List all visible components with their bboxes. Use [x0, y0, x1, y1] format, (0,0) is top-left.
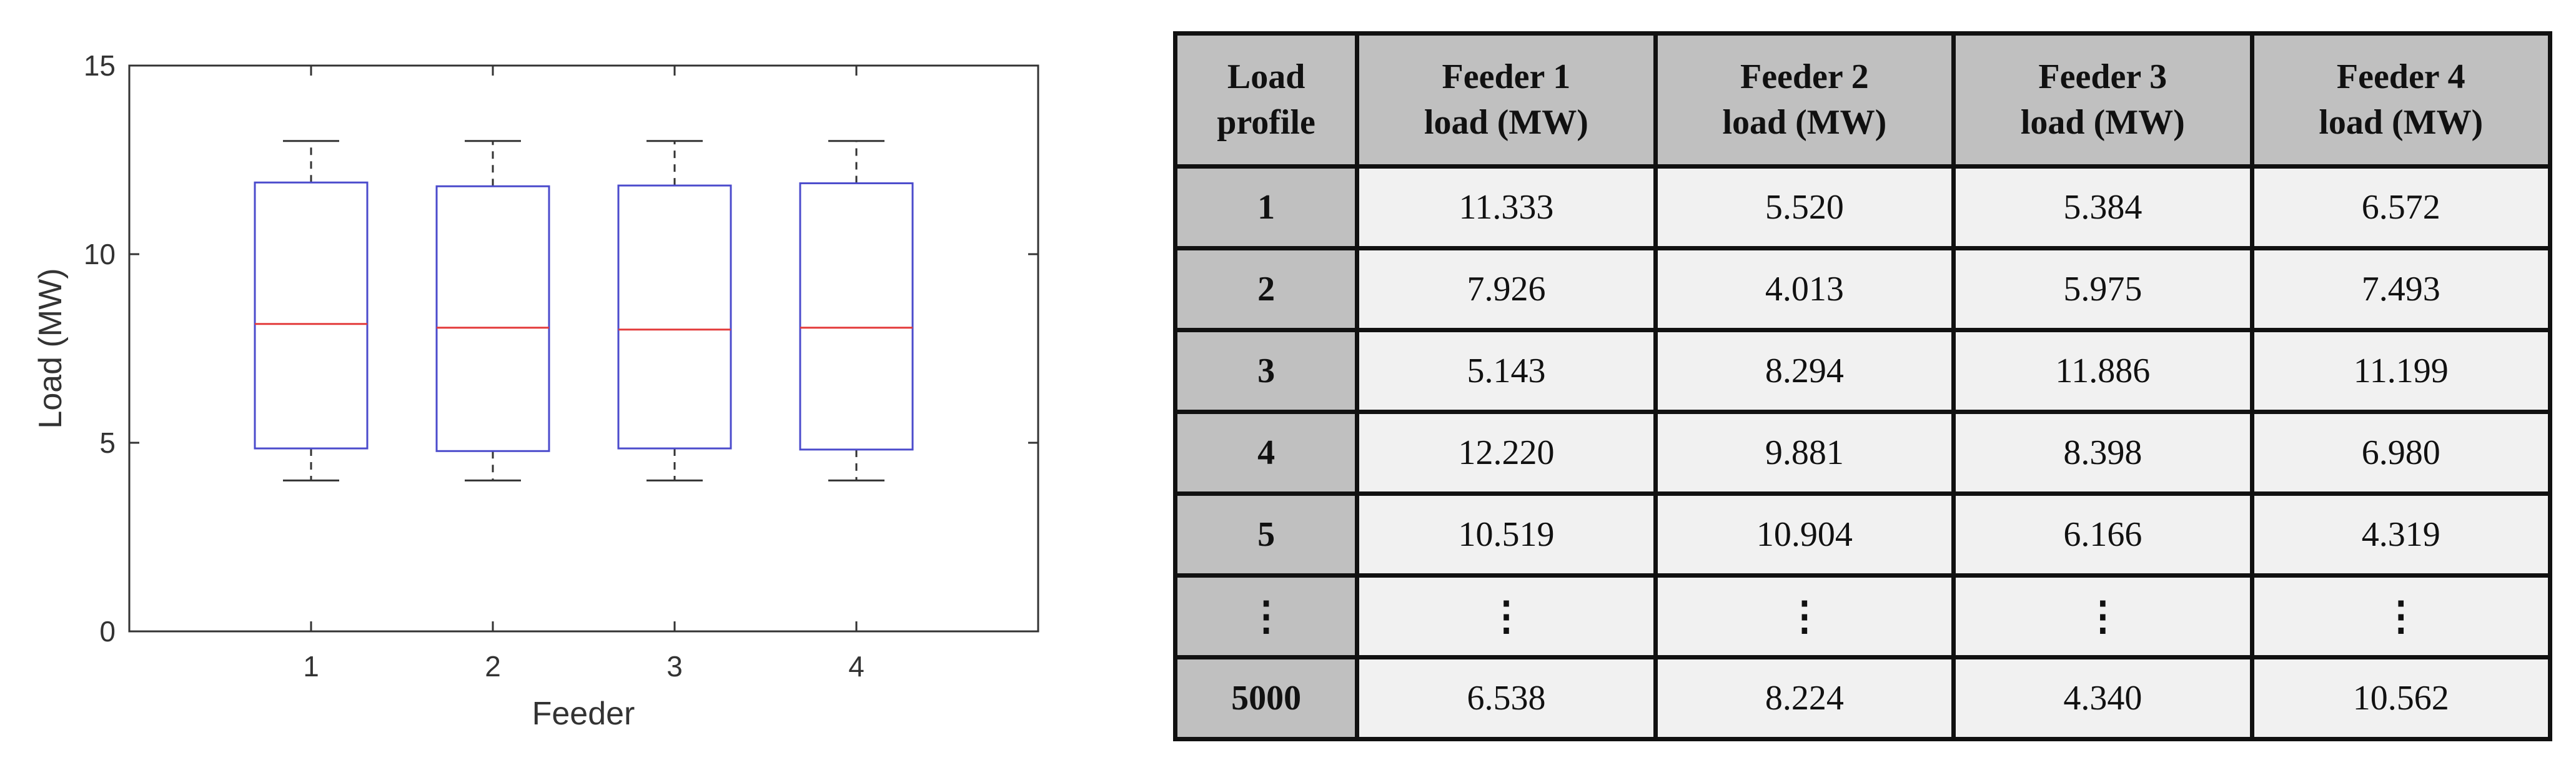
header-cell-line: load (MW) [1424, 103, 1588, 142]
load-profile-table: Load profile Feeder 1 load (MW) Feeder 2 load… [1172, 31, 2553, 741]
box-feeder-4 [799, 140, 914, 481]
value-cell: 5.143 [1355, 328, 1658, 414]
row-label-cell: ⋮ [1172, 573, 1360, 659]
header-cell: Feeder 2 load (MW) [1653, 31, 1956, 169]
row-label-cell: 3 [1172, 328, 1360, 414]
header-cell-line: load (MW) [1722, 103, 1887, 142]
box-iqr [799, 182, 914, 451]
table-row: 4 12.220 9.881 8.398 6.980 [1172, 410, 2553, 496]
y-tick-label: 10 [84, 238, 116, 270]
value-cell: 9.881 [1653, 410, 1956, 496]
value-cell: 10.519 [1355, 491, 1658, 578]
load-profile-table-container: Load profile Feeder 1 load (MW) Feeder 2 load… [1172, 31, 2553, 741]
value-cell: 4.319 [2249, 491, 2553, 578]
value-cell: 8.224 [1653, 655, 1956, 741]
value-cell: 6.166 [1951, 491, 2254, 578]
table-row: 5000 6.538 8.224 4.340 10.562 [1172, 655, 2553, 741]
value-cell: 10.904 [1653, 491, 1956, 578]
x-tick-label: 4 [848, 650, 864, 683]
value-cell: 7.493 [2249, 246, 2553, 332]
row-label-cell: 4 [1172, 410, 1360, 496]
box-feeder-2 [435, 140, 550, 481]
x-tick-label: 2 [485, 650, 501, 683]
header-cell-line: profile [1217, 103, 1315, 142]
table-body: 1 11.333 5.520 5.384 6.572 2 7.926 4.013 5.975 7.… [1172, 164, 2553, 741]
row-label-cell: 5000 [1172, 655, 1360, 741]
table-row: ⋮ ⋮ ⋮ ⋮ ⋮ [1172, 573, 2553, 659]
value-cell: 5.975 [1951, 246, 2254, 332]
header-cell-line: Load [1227, 57, 1305, 97]
box-feeder-1 [254, 140, 369, 481]
header-cell-line: Feeder 4 [2336, 57, 2465, 97]
table-header-row: Load profile Feeder 1 load (MW) Feeder 2 load… [1172, 31, 2553, 169]
header-cell: Feeder 1 load (MW) [1355, 31, 1658, 169]
value-cell: 8.294 [1653, 328, 1956, 414]
x-tick-label: 3 [666, 650, 683, 683]
value-cell: 11.333 [1355, 164, 1658, 250]
table-row: 5 10.519 10.904 6.166 4.319 [1172, 491, 2553, 578]
value-cell: ⋮ [1653, 573, 1956, 659]
boxes [254, 140, 914, 481]
row-label-cell: 2 [1172, 246, 1360, 332]
value-cell: 6.572 [2249, 164, 2553, 250]
value-cell: 4.340 [1951, 655, 2254, 741]
value-cell: 11.886 [1951, 328, 2254, 414]
y-axis-title: Load (MW) [32, 268, 69, 428]
header-cell-line: load (MW) [2020, 103, 2185, 142]
header-cell: Feeder 3 load (MW) [1951, 31, 2254, 169]
value-cell: 8.398 [1951, 410, 2254, 496]
header-cell-line: Feeder 3 [2038, 57, 2167, 97]
value-cell: 7.926 [1355, 246, 1658, 332]
y-tick-label: 0 [99, 615, 116, 648]
header-cell: Load profile [1172, 31, 1360, 169]
box-iqr [254, 181, 369, 450]
box-iqr [617, 184, 732, 450]
value-cell: 12.220 [1355, 410, 1658, 496]
axis-ticks: 0 5 10 15 1 2 3 4 [84, 49, 1038, 683]
header-cell: Feeder 4 load (MW) [2249, 31, 2553, 169]
value-cell: ⋮ [2249, 573, 2553, 659]
value-cell: ⋮ [1355, 573, 1658, 659]
header-cell-line: Feeder 1 [1442, 57, 1571, 97]
table-header: Load profile Feeder 1 load (MW) Feeder 2 load… [1172, 31, 2553, 169]
box-feeder-3 [617, 140, 732, 481]
value-cell: 5.520 [1653, 164, 1956, 250]
value-cell: 5.384 [1951, 164, 2254, 250]
plot-area [128, 64, 1039, 633]
table-row: 3 5.143 8.294 11.886 11.199 [1172, 328, 2553, 414]
x-axis-title: Feeder [532, 696, 635, 732]
header-cell-line: load (MW) [2319, 103, 2484, 142]
value-cell: 11.199 [2249, 328, 2553, 414]
boxplot-chart: 0 5 10 15 1 2 3 4 Feeder Load (MW) [32, 49, 1039, 732]
table-row: 2 7.926 4.013 5.975 7.493 [1172, 246, 2553, 332]
header-cell-line: Feeder 2 [1740, 57, 1869, 97]
value-cell: ⋮ [1951, 573, 2254, 659]
box-iqr [435, 185, 550, 452]
value-cell: 6.980 [2249, 410, 2553, 496]
row-label-cell: 1 [1172, 164, 1360, 250]
value-cell: 10.562 [2249, 655, 2553, 741]
value-cell: 4.013 [1653, 246, 1956, 332]
row-label-cell: 5 [1172, 491, 1360, 578]
value-cell: 6.538 [1355, 655, 1658, 741]
x-tick-label: 1 [303, 650, 319, 683]
table-row: 1 11.333 5.520 5.384 6.572 [1172, 164, 2553, 250]
y-tick-label: 5 [99, 427, 116, 459]
y-tick-label: 15 [84, 49, 116, 82]
